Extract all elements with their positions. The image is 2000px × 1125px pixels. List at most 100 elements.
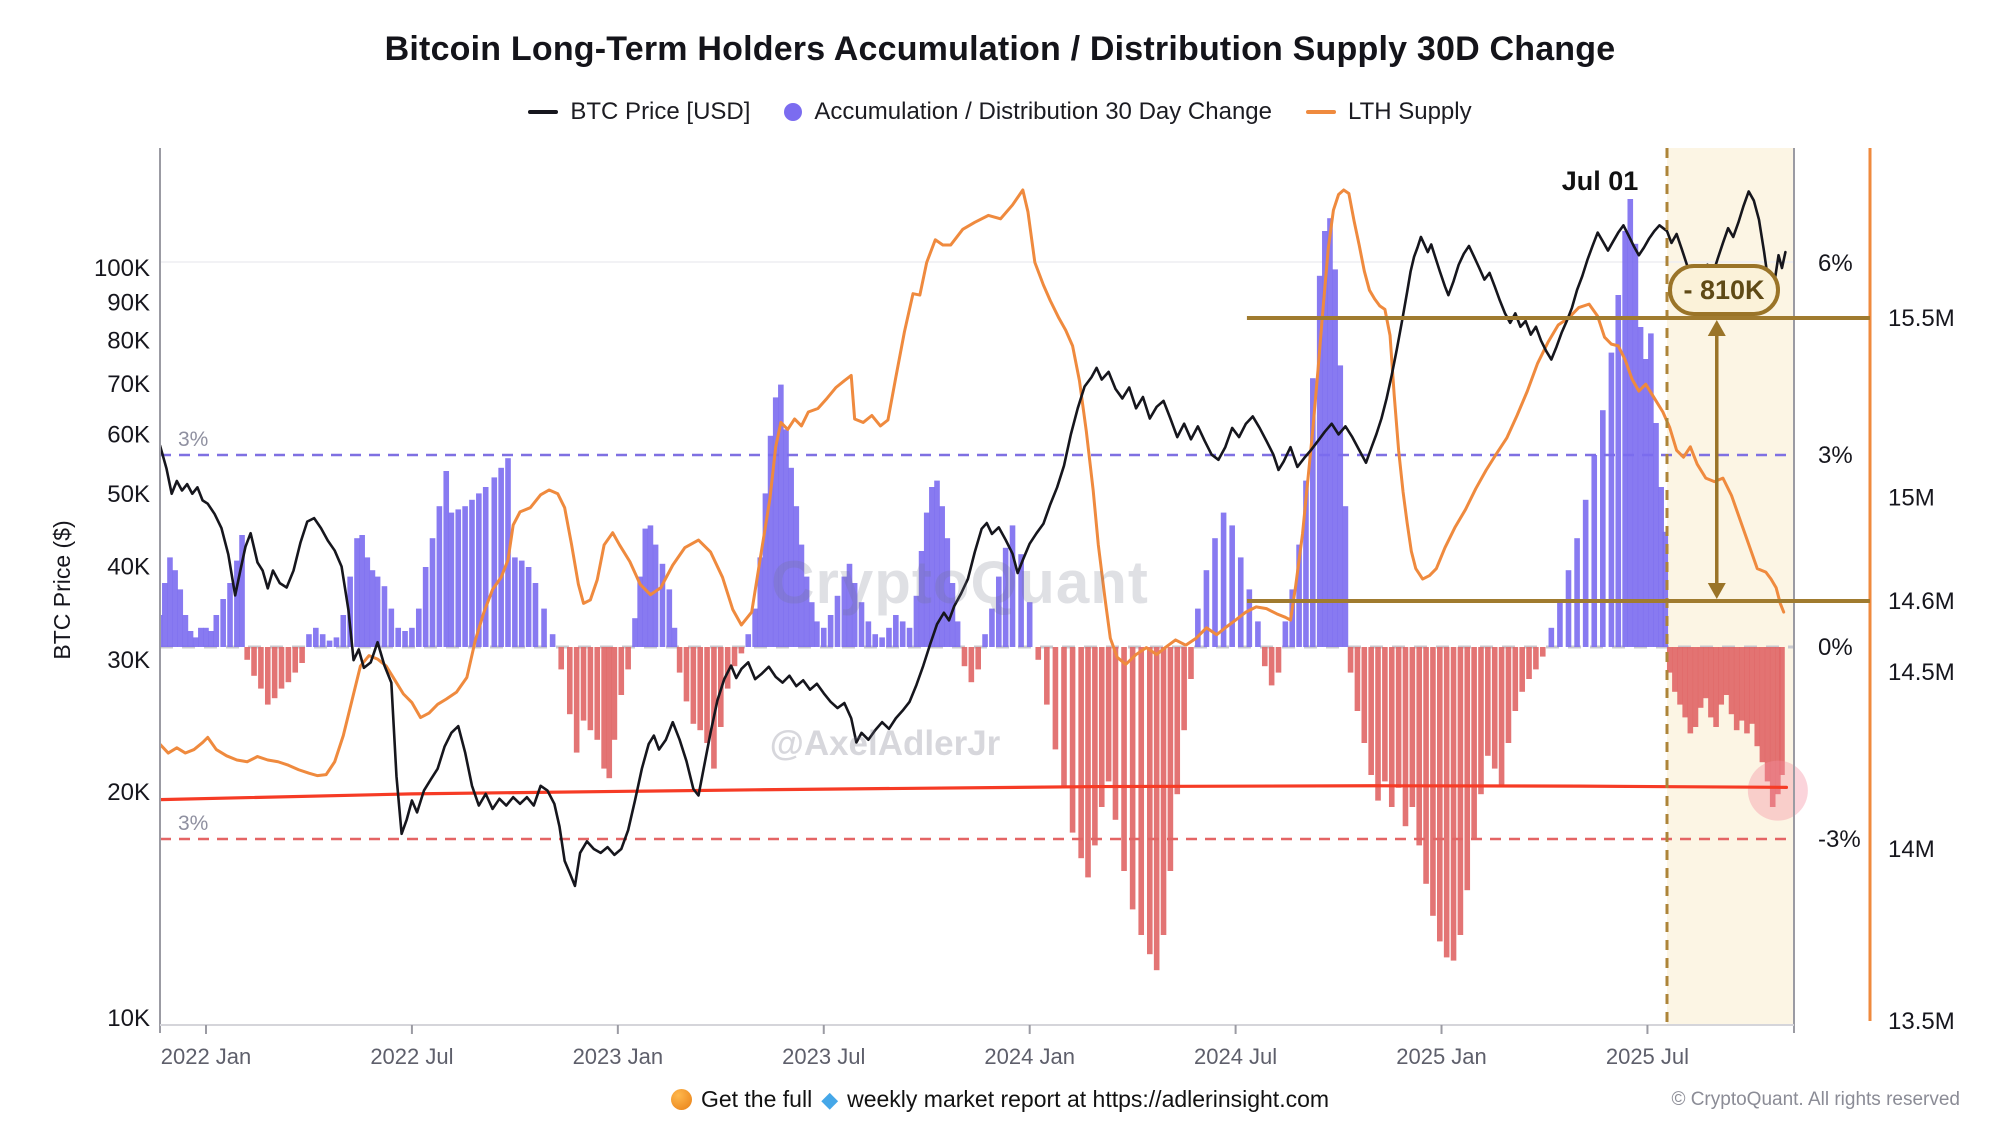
ad-bar <box>1437 647 1443 942</box>
ad-bar <box>1153 647 1160 971</box>
ad-bar <box>1009 525 1016 647</box>
ad-bar <box>1464 647 1471 891</box>
ad-bar <box>783 429 789 647</box>
ad-bar <box>182 615 189 647</box>
ad-bar <box>1382 647 1388 782</box>
ad-bar <box>1337 365 1344 647</box>
ad-bar <box>1682 647 1688 718</box>
ad-bar <box>1229 525 1235 647</box>
ad-bar <box>1557 602 1563 647</box>
ad-bar <box>1322 231 1328 647</box>
ad-bar <box>1754 647 1761 747</box>
ad-bar <box>879 637 885 647</box>
ad-bar <box>1498 647 1505 785</box>
ad-bar <box>1105 647 1112 782</box>
legend-item-lth-supply: LTH Supply <box>1306 98 1472 126</box>
watermark-handle: @AxelAdlerJr <box>769 724 1001 763</box>
ad-bar <box>1195 608 1201 647</box>
supply-tick-label: 14.5M <box>1888 659 1955 686</box>
ad-bar <box>476 493 482 647</box>
ad-bar <box>1505 647 1512 743</box>
ad-bar <box>659 563 666 647</box>
ad-bar <box>757 557 764 647</box>
ad-bar <box>968 647 975 683</box>
ad-bar <box>395 627 401 647</box>
ad-bar <box>525 567 532 647</box>
ad-bar <box>1533 647 1539 670</box>
ad-bar <box>587 647 594 731</box>
ad-bar <box>1718 647 1725 705</box>
ad-bar <box>601 647 607 769</box>
accumulation-dot-icon <box>784 103 803 121</box>
minus3pct-guide-label: 3% <box>178 812 208 835</box>
ad-bar <box>1769 647 1776 807</box>
ad-bar <box>422 567 429 647</box>
ad-bar <box>954 621 961 647</box>
ad-bar <box>203 627 209 647</box>
ad-bar <box>1261 647 1268 667</box>
ad-bar <box>1395 647 1402 788</box>
ad-bar <box>975 647 981 670</box>
btc-price-line <box>160 190 1787 888</box>
ad-bar <box>814 621 820 647</box>
ad-bar <box>1085 647 1091 878</box>
ad-bar <box>1098 647 1105 807</box>
ad-bar <box>1779 647 1785 775</box>
legend-label: Accumulation / Distribution 30 Day Chang… <box>814 98 1272 125</box>
price-tick-label: 20K <box>107 779 150 806</box>
ad-bar <box>402 631 408 647</box>
supply-change-badge: - 810K <box>1668 264 1780 316</box>
ad-bar <box>704 647 710 743</box>
ad-bar <box>666 589 673 647</box>
ad-bar <box>683 647 690 702</box>
ad-bar <box>580 647 587 721</box>
x-tick-label: 2023 Jan <box>573 1044 664 1069</box>
ad-bar <box>1632 243 1639 648</box>
supply-tick-label: 13.5M <box>1888 1008 1955 1035</box>
ad-bar <box>1526 647 1532 679</box>
ad-bar <box>1764 647 1771 782</box>
ad-bar <box>1648 333 1654 647</box>
ad-bar <box>172 570 178 647</box>
legend-item-accumulation-distribution: Accumulation / Distribution 30 Day Chang… <box>784 98 1272 126</box>
ad-bar <box>1316 275 1323 647</box>
ad-bar <box>738 647 745 654</box>
supply-tick-label: 15M <box>1888 484 1935 511</box>
ad-bar <box>1181 647 1187 731</box>
ad-bar <box>1138 647 1145 935</box>
ad-bar <box>827 615 834 647</box>
ad-bar <box>1069 647 1076 833</box>
ad-bar <box>846 563 853 647</box>
ad-bar <box>1548 627 1555 647</box>
ad-bar <box>1388 647 1395 807</box>
ad-bar <box>611 647 618 740</box>
price-tick-label: 80K <box>107 328 150 355</box>
ad-bar <box>1491 647 1498 769</box>
ad-bar <box>1478 647 1484 795</box>
ad-bar <box>251 647 257 676</box>
ad-bar <box>1361 647 1368 743</box>
ad-bar <box>893 615 899 647</box>
ad-bar <box>1368 647 1374 775</box>
ad-bar <box>1775 647 1781 795</box>
ad-bar <box>340 615 347 647</box>
ad-bar <box>326 640 333 647</box>
ad-bar <box>767 435 774 647</box>
ad-bar <box>1708 647 1714 718</box>
ad-bar <box>227 583 233 647</box>
ad-bar <box>1174 647 1181 795</box>
ad-bar <box>1255 621 1261 647</box>
ad-bar <box>436 506 443 647</box>
ad-bar <box>443 471 450 647</box>
ad-bar <box>1347 647 1354 673</box>
ad-bar <box>409 627 415 647</box>
price-tick-label: 10K <box>107 1005 150 1032</box>
ad-bar <box>160 615 163 647</box>
ad-bar <box>1471 647 1477 839</box>
ad-bar <box>1296 544 1302 647</box>
ad-bar <box>865 621 872 647</box>
ad-bar <box>724 647 731 689</box>
ad-bar <box>1167 647 1174 871</box>
ad-bar <box>1687 647 1694 734</box>
ad-bar <box>1354 647 1361 711</box>
